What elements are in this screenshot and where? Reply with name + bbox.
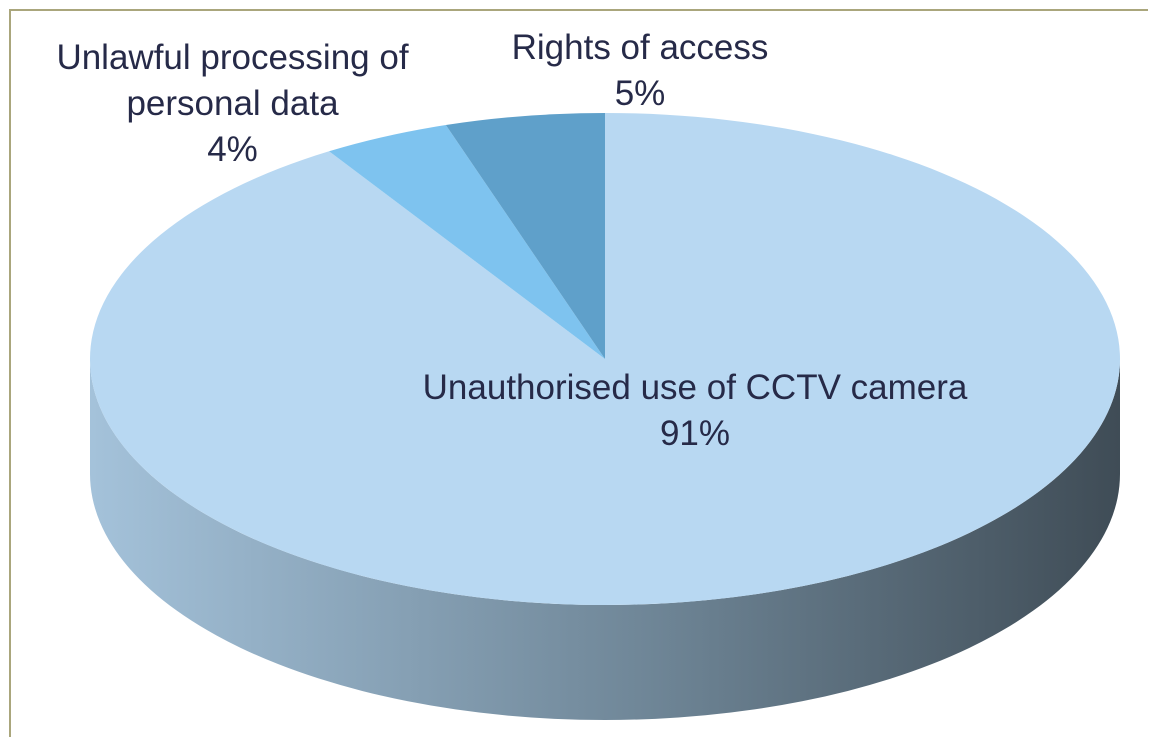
slice — [329, 125, 605, 359]
percent-label: 91% — [659, 414, 731, 453]
slice-label: Unauthorised use of CCTV camera 91% — [330, 365, 1060, 457]
percent-label: 5% — [614, 74, 666, 113]
frame — [9, 9, 1148, 737]
slice-side — [90, 359, 1120, 720]
category-name: Unlawful processing of personal data — [56, 38, 409, 123]
category-name: Rights of access — [511, 28, 769, 67]
slice-label: Rights of access 5% — [460, 25, 820, 117]
slice — [89, 113, 1120, 605]
category-name: Unauthorised use of CCTV camera — [422, 368, 968, 407]
slice — [445, 113, 605, 359]
percent-label: 4% — [207, 130, 258, 169]
slice-label: Unlawful processing of personal data 4% — [20, 35, 445, 173]
